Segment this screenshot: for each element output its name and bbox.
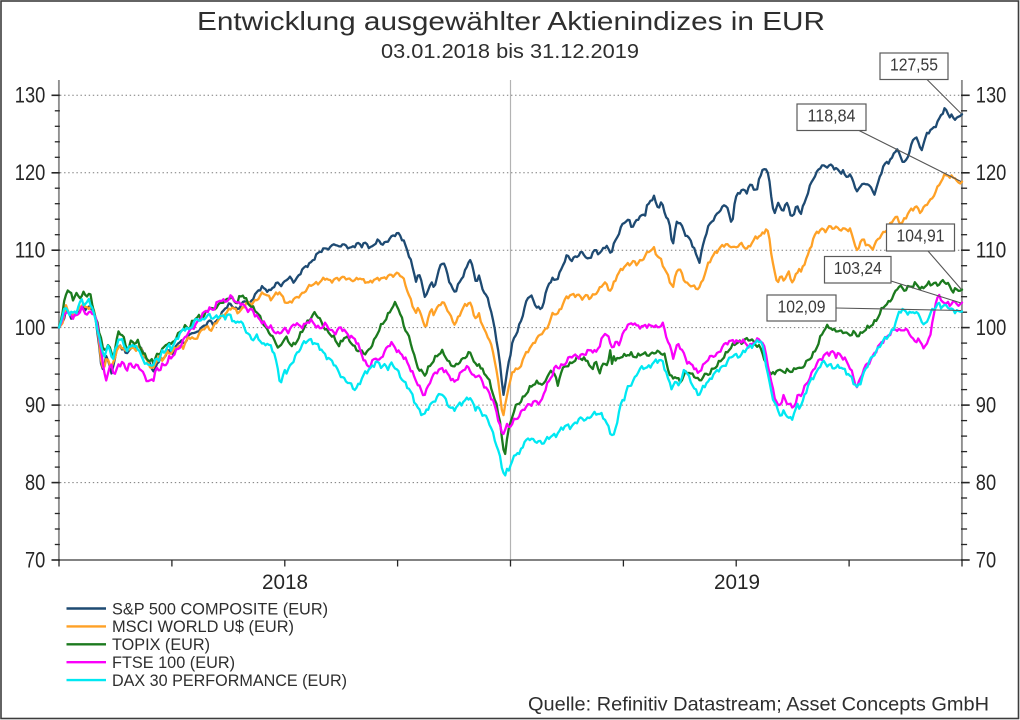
svg-text:130: 130 [976, 83, 1007, 108]
svg-text:2019: 2019 [714, 571, 760, 594]
svg-text:70: 70 [25, 547, 45, 572]
svg-text:120: 120 [976, 160, 1007, 185]
svg-text:S&P 500 COMPOSITE (EUR): S&P 500 COMPOSITE (EUR) [112, 599, 328, 618]
svg-text:FTSE 100 (EUR): FTSE 100 (EUR) [112, 653, 235, 672]
svg-text:120: 120 [15, 160, 46, 185]
svg-text:100: 100 [976, 315, 1007, 340]
svg-text:2018: 2018 [262, 571, 308, 594]
svg-text:127,55: 127,55 [890, 55, 938, 75]
svg-text:Quelle: Refinitiv Datastream;: Quelle: Refinitiv Datastream; Asset Conc… [528, 694, 989, 716]
svg-text:102,09: 102,09 [778, 297, 826, 317]
svg-text:118,84: 118,84 [808, 106, 856, 126]
svg-text:103,24: 103,24 [834, 258, 882, 278]
svg-text:DAX 30 PERFORMANCE (EUR): DAX 30 PERFORMANCE (EUR) [112, 671, 347, 690]
svg-text:90: 90 [25, 392, 45, 417]
svg-text:MSCI WORLD U$ (EUR): MSCI WORLD U$ (EUR) [112, 617, 294, 636]
svg-text:80: 80 [976, 470, 996, 495]
svg-text:90: 90 [976, 392, 996, 417]
svg-text:80: 80 [25, 470, 45, 495]
svg-text:104,91: 104,91 [897, 226, 945, 246]
svg-text:100: 100 [15, 315, 46, 340]
svg-text:130: 130 [15, 83, 46, 108]
svg-text:Entwicklung ausgewählter Aktie: Entwicklung ausgewählter Aktienindizes i… [197, 6, 825, 36]
svg-text:110: 110 [976, 238, 1007, 263]
svg-text:TOPIX (EUR): TOPIX (EUR) [112, 635, 210, 654]
svg-text:70: 70 [976, 547, 996, 572]
svg-text:110: 110 [15, 238, 46, 263]
svg-text:03.01.2018 bis 31.12.2019: 03.01.2018 bis 31.12.2019 [381, 40, 639, 63]
